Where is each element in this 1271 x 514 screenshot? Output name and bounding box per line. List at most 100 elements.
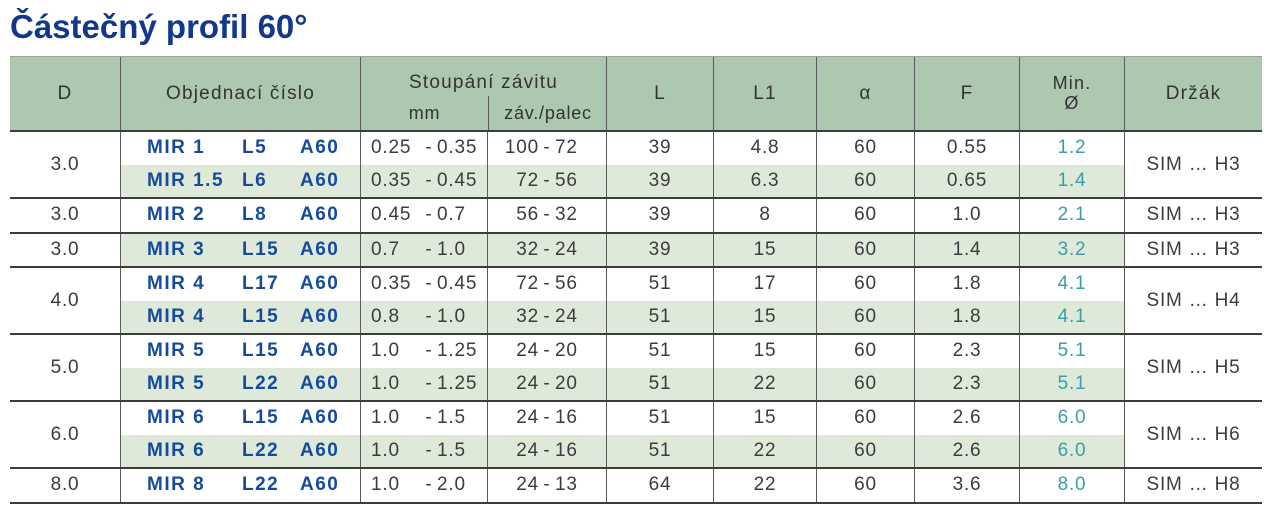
order-angle: A60 <box>300 305 340 327</box>
order-number-cell: MIR 1.5 L6 A60 <box>120 164 360 197</box>
order-angle: A60 <box>300 238 340 260</box>
l-cell: 51 <box>606 402 713 435</box>
order-number-cell: MIR 2 L8 A60 <box>120 199 360 232</box>
tpi-min: 72 <box>516 273 539 295</box>
mm-min: 1.0 <box>371 372 400 394</box>
mm-max: 1.0 <box>437 238 466 260</box>
alpha-cell: 60 <box>816 132 914 165</box>
holder-cell: SIM … H3 <box>1124 233 1262 266</box>
table-body: 3.0 MIR 1 L5 A60 0.25-0.35 100-72 39 4.8 6… <box>10 130 1262 504</box>
l-cell: 39 <box>606 164 713 197</box>
d-cell: 6.0 <box>10 402 120 467</box>
tpi-max: 13 <box>555 474 578 496</box>
tpi-min: 24 <box>516 474 539 496</box>
mm-max: 2.0 <box>437 474 466 496</box>
range-dash: - <box>543 238 551 260</box>
f-cell: 2.3 <box>914 335 1019 368</box>
order-number: MIR 6 L15 A60 <box>147 407 346 429</box>
order-length: L5 <box>242 137 268 159</box>
tpi-max: 56 <box>555 169 578 191</box>
tpi-min: 24 <box>516 439 539 461</box>
mm-max: 1.25 <box>437 372 478 394</box>
l1-cell: 22 <box>713 434 816 467</box>
tpi-max: 20 <box>555 372 578 394</box>
range-dash: - <box>543 340 551 362</box>
tpi-max: 16 <box>555 407 578 429</box>
order-angle: A60 <box>300 439 340 461</box>
order-angle: A60 <box>300 169 340 191</box>
f-cell: 2.3 <box>914 367 1019 400</box>
order-number: MIR 1.5 L6 A60 <box>147 170 346 192</box>
l1-cell: 6.3 <box>713 164 816 197</box>
mm-min: 1.0 <box>371 340 400 362</box>
f-cell: 0.55 <box>914 132 1019 165</box>
range-dash: - <box>543 439 551 461</box>
pitch-tpi-cell: 56-32 <box>487 199 606 232</box>
l-cell: 39 <box>606 132 713 165</box>
mm-max: 0.35 <box>437 137 478 159</box>
order-angle: A60 <box>300 137 340 159</box>
pitch-mm-cell: 0.7 -1.0 <box>360 233 487 266</box>
header-d: D <box>57 82 73 104</box>
alpha-cell: 60 <box>816 233 914 266</box>
range-dash: - <box>543 169 551 191</box>
min-diameter-cell: 8.0 <box>1019 469 1124 502</box>
order-length: L8 <box>242 204 268 226</box>
min-diameter-cell: 3.2 <box>1019 233 1124 266</box>
l1-cell: 15 <box>713 402 816 435</box>
d-cell: 5.0 <box>10 335 120 400</box>
table-group: 4.0 MIR 4 L17 A60 0.35-0.45 72-56 51 17 60… <box>10 266 1262 333</box>
min-diameter-cell: 6.0 <box>1019 434 1124 467</box>
min-diameter-cell: 2.1 <box>1019 199 1124 232</box>
mm-min: 0.7 <box>371 238 400 260</box>
f-cell: 1.4 <box>914 233 1019 266</box>
f-cell: 2.6 <box>914 402 1019 435</box>
header-holder: Držák <box>1124 57 1262 130</box>
mm-max: 0.45 <box>437 169 478 191</box>
pitch-tpi-cell: 100-72 <box>487 132 606 165</box>
order-length: L15 <box>242 407 280 429</box>
mm-max: 1.0 <box>437 305 466 327</box>
d-cell: 3.0 <box>10 132 120 197</box>
mm-min: 1.0 <box>371 407 400 429</box>
alpha-cell: 60 <box>816 402 914 435</box>
pitch-mm-cell: 0.8 -1.0 <box>360 300 487 333</box>
l1-cell: 22 <box>713 367 816 400</box>
mm-max: 0.45 <box>437 273 478 295</box>
table-header-row: D Objednací číslo Stoupání závitu mm záv… <box>10 56 1262 130</box>
range-dash: - <box>543 305 551 327</box>
alpha-cell: 60 <box>816 268 914 301</box>
product-table: D Objednací číslo Stoupání závitu mm záv… <box>10 56 1262 504</box>
order-angle: A60 <box>300 340 340 362</box>
alpha-cell: 60 <box>816 469 914 502</box>
pitch-mm-cell: 0.45-0.7 <box>360 199 487 232</box>
header-min-line1: Min. <box>1052 72 1092 93</box>
header-min-diameter: Min. Ø <box>1019 57 1124 130</box>
l1-cell: 17 <box>713 268 816 301</box>
l1-cell: 8 <box>713 199 816 232</box>
l1-cell: 4.8 <box>713 132 816 165</box>
range-dash: - <box>425 340 433 362</box>
d-cell: 3.0 <box>10 233 120 266</box>
l-cell: 51 <box>606 268 713 301</box>
range-dash: - <box>425 474 433 496</box>
range-dash: - <box>425 372 433 394</box>
header-l1: L1 <box>713 57 816 130</box>
order-angle: A60 <box>300 407 340 429</box>
holder-cell: SIM … H4 <box>1124 268 1262 333</box>
alpha-cell: 60 <box>816 434 914 467</box>
pitch-tpi-cell: 32-24 <box>487 233 606 266</box>
tpi-max: 20 <box>555 340 578 362</box>
order-number-cell: MIR 1 L5 A60 <box>120 132 360 165</box>
f-cell: 1.8 <box>914 300 1019 333</box>
range-dash: - <box>543 273 551 295</box>
range-dash: - <box>543 372 551 394</box>
order-name: MIR 6 <box>147 439 206 461</box>
alpha-cell: 60 <box>816 199 914 232</box>
holder-cell: SIM … H8 <box>1124 469 1262 502</box>
mm-min: 0.8 <box>371 305 400 327</box>
min-diameter-cell: 1.4 <box>1019 164 1124 197</box>
header-l: L <box>606 57 713 130</box>
range-dash: - <box>425 273 433 295</box>
order-number-cell: MIR 5 L22 A60 <box>120 367 360 400</box>
